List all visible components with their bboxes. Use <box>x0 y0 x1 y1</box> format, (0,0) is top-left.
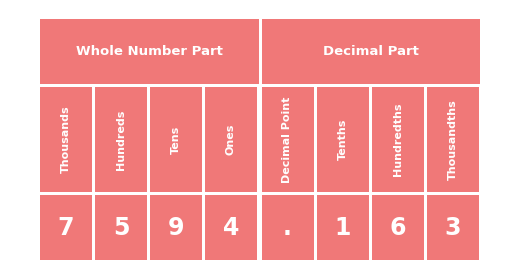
Text: Thousandths: Thousandths <box>448 99 458 180</box>
Bar <box>262 19 480 84</box>
Text: Ones: Ones <box>226 124 236 155</box>
Bar <box>95 87 147 192</box>
Text: Decimal Part: Decimal Part <box>323 45 419 58</box>
Bar <box>426 195 478 260</box>
Text: Whole Number Part: Whole Number Part <box>76 45 223 58</box>
Text: 1: 1 <box>334 216 350 240</box>
Bar <box>205 195 257 260</box>
Bar <box>40 19 258 84</box>
Text: 7: 7 <box>58 216 74 240</box>
Bar <box>317 87 369 192</box>
Bar <box>371 87 423 192</box>
Text: 5: 5 <box>113 216 129 240</box>
Bar <box>262 195 314 260</box>
Bar <box>205 87 257 192</box>
Text: Hundredths: Hundredths <box>393 103 402 176</box>
Text: Tenths: Tenths <box>337 119 347 160</box>
Bar <box>40 87 92 192</box>
Text: 9: 9 <box>168 216 184 240</box>
Bar <box>262 87 314 192</box>
Text: 3: 3 <box>444 216 461 240</box>
Text: Thousands: Thousands <box>61 106 71 173</box>
Bar <box>371 195 423 260</box>
Bar <box>150 195 202 260</box>
Bar <box>40 195 92 260</box>
Text: 6: 6 <box>389 216 406 240</box>
Text: Decimal Point: Decimal Point <box>282 96 292 183</box>
Text: .: . <box>283 216 292 240</box>
Text: Tens: Tens <box>171 125 181 153</box>
Bar <box>317 195 369 260</box>
Text: Hundreds: Hundreds <box>116 109 126 170</box>
Bar <box>426 87 478 192</box>
Text: 4: 4 <box>223 216 239 240</box>
Bar <box>95 195 147 260</box>
Bar <box>150 87 202 192</box>
